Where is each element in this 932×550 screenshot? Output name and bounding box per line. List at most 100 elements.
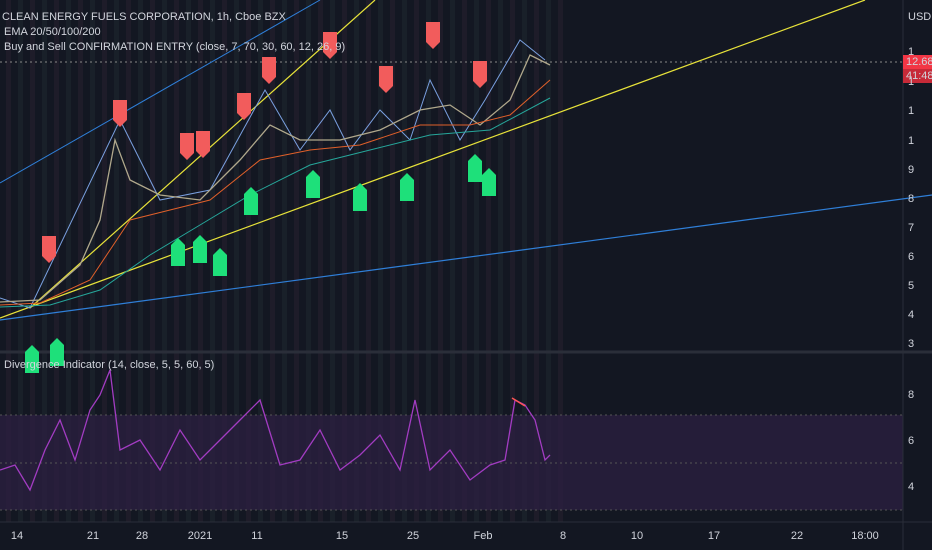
session-stripes <box>6 0 563 522</box>
sell-marker <box>42 236 56 263</box>
trend-line <box>0 0 866 319</box>
stripe <box>558 0 563 522</box>
price-axis-label: 7 <box>908 222 914 234</box>
oscillator-axis-label: 4 <box>908 481 914 493</box>
countdown-label: 41:48 <box>906 70 932 82</box>
stripe <box>474 0 479 522</box>
stripe <box>294 0 299 522</box>
countdown-tag <box>903 69 932 83</box>
stripe <box>306 0 311 522</box>
time-axis-label: 18:00 <box>851 530 879 542</box>
stripe <box>522 0 527 522</box>
stripe <box>462 0 467 522</box>
time-axis-label: 25 <box>407 530 419 542</box>
trend-line <box>0 0 321 184</box>
stripe <box>510 0 515 522</box>
stripe <box>498 0 503 522</box>
price-axis-label: 8 <box>908 193 914 205</box>
price-axis-label: 1 <box>908 76 914 88</box>
stripe <box>258 0 263 522</box>
stripe <box>66 0 71 522</box>
sell-marker <box>237 93 251 120</box>
stripe <box>30 0 35 522</box>
divergence-mark <box>511 397 526 407</box>
stripe <box>150 0 155 522</box>
stripe <box>486 0 491 522</box>
stripe <box>378 0 383 522</box>
stripe <box>414 0 419 522</box>
ema <box>0 79 551 306</box>
stripe <box>186 0 191 522</box>
stripe <box>246 0 251 522</box>
stripe <box>234 0 239 522</box>
buy-marker <box>306 170 320 198</box>
price-axis-label: 1 <box>908 135 914 147</box>
price-axis-label: 5 <box>908 280 914 292</box>
price-series <box>0 54 551 303</box>
stripe <box>354 0 359 522</box>
buy-marker <box>353 183 367 211</box>
stripe <box>102 0 107 522</box>
indicator-label: Buy and Sell CONFIRMATION ENTRY (close, … <box>4 41 345 53</box>
price-axis-label: 1 <box>908 105 914 117</box>
stripe <box>54 0 59 522</box>
stripe <box>126 0 131 522</box>
time-axis-label: 11 <box>251 530 262 542</box>
sell-marker <box>379 66 393 93</box>
buy-marker <box>50 338 64 366</box>
stripe <box>318 0 323 522</box>
price-axis-label: 4 <box>908 309 914 321</box>
stripe <box>282 0 287 522</box>
stripe <box>426 0 431 522</box>
stripe <box>534 0 539 522</box>
buy-marker <box>213 248 227 276</box>
time-axis-label: 2021 <box>188 530 212 542</box>
signal-markers <box>25 22 496 373</box>
buy-marker <box>25 345 39 373</box>
stripe <box>18 0 23 522</box>
chart-title: CLEAN ENERGY FUELS CORPORATION, 1h, Cboe… <box>2 11 287 23</box>
stripe <box>90 0 95 522</box>
sell-marker <box>113 100 127 127</box>
oscillator-axis-label: 8 <box>908 389 914 401</box>
price-axis-label: 6 <box>908 251 914 263</box>
stripe <box>138 0 143 522</box>
time-axis-label: 15 <box>336 530 348 542</box>
time-axis-label: 22 <box>791 530 803 542</box>
buy-marker <box>171 238 185 266</box>
time-axis-label: 10 <box>631 530 643 542</box>
time-axis-label: 17 <box>708 530 720 542</box>
indicator-label: Divergence Indicator (14, close, 5, 5, 6… <box>4 359 214 371</box>
time-axis-label: Feb <box>474 530 493 542</box>
sell-marker <box>426 22 440 49</box>
sell-marker <box>323 32 337 59</box>
buy-marker <box>193 235 207 263</box>
sell-marker <box>473 61 487 88</box>
oscillator-axis-label: 6 <box>908 435 914 447</box>
stripe <box>546 0 551 522</box>
stripe <box>450 0 455 522</box>
stripe <box>366 0 371 522</box>
price-axis-label: 9 <box>908 164 914 176</box>
sell-marker <box>196 131 210 158</box>
buy-marker <box>482 168 496 196</box>
sell-marker <box>180 133 194 160</box>
buy-marker <box>244 187 258 215</box>
oscillator <box>0 369 551 492</box>
time-axis-label: 14 <box>11 530 23 542</box>
stripe <box>330 0 335 522</box>
buy-marker <box>400 173 414 201</box>
price-tag-label: 12.68 <box>906 56 932 68</box>
price-axis-label: 1 <box>908 46 914 58</box>
stripe <box>78 0 83 522</box>
price-tag <box>903 55 932 69</box>
indicator-label: EMA 20/50/100/200 <box>4 26 101 38</box>
price-axis-label: 3 <box>908 338 914 350</box>
stripe <box>270 0 275 522</box>
time-axis-label: 21 <box>87 530 99 542</box>
stripe <box>42 0 47 522</box>
stripe <box>210 0 215 522</box>
time-axis-label: 8 <box>560 530 566 542</box>
trend-line <box>0 194 932 321</box>
